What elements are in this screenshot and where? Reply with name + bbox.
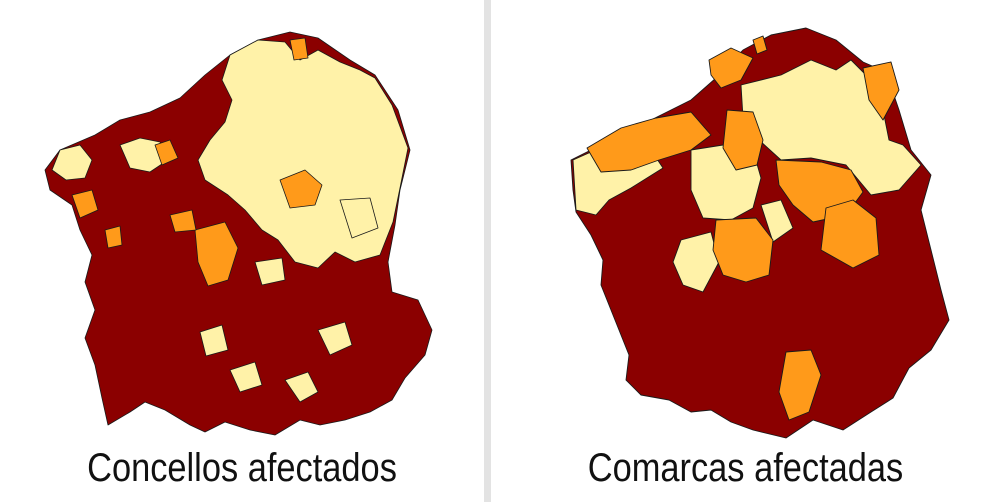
- region-low-west: [51, 144, 93, 181]
- divider: [484, 0, 491, 502]
- region-medium-4: [71, 189, 99, 219]
- map-panel-comarcas: Comarcas afectadas: [491, 0, 1000, 502]
- comarca-medium-9: [752, 35, 768, 55]
- region-medium-5: [104, 225, 123, 249]
- map-comarcas: [570, 27, 950, 439]
- region-low-south5: [199, 324, 229, 357]
- region-low-south2: [317, 321, 353, 356]
- region-medium-2: [194, 221, 239, 287]
- comarca-medium-3: [722, 109, 764, 171]
- region-medium-3: [154, 139, 179, 166]
- region-low-east: [339, 197, 379, 239]
- comarca-low-5: [760, 199, 794, 243]
- region-medium-6: [289, 37, 309, 61]
- region-medium-7: [169, 209, 197, 233]
- comarca-low-4: [672, 231, 720, 293]
- region-medium-1: [279, 169, 323, 209]
- map-concellos: [44, 31, 433, 436]
- caption-concellos: Concellos afectados: [87, 446, 397, 490]
- comarca-medium-2: [708, 47, 754, 89]
- comarca-medium-7: [862, 61, 900, 121]
- region-low-south1: [254, 257, 286, 286]
- comarca-medium-1: [586, 111, 712, 173]
- caption-comarcas: Comarcas afectadas: [587, 446, 904, 490]
- comarca-medium-6: [820, 199, 880, 269]
- region-low-south3: [229, 361, 263, 393]
- map-panel-concellos: Concellos afectados: [0, 0, 484, 502]
- region-low-south4: [284, 371, 319, 403]
- comarca-medium-5: [712, 217, 774, 283]
- comarca-medium-8: [778, 349, 822, 421]
